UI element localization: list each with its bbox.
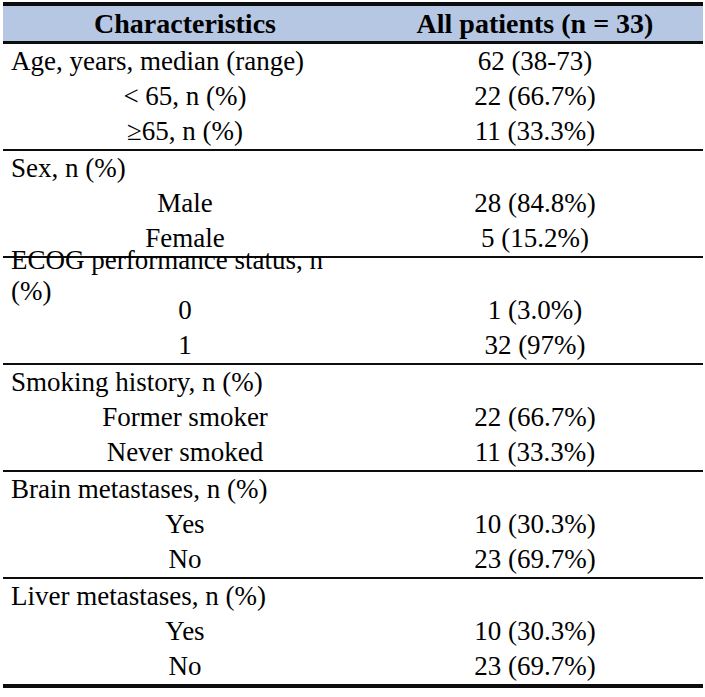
table-row: 1 32 (97%)	[3, 328, 703, 363]
table-row: No 23 (69.7%)	[3, 649, 703, 684]
section-ecog: ECOG performance status, n (%) 0 1 (3.0%…	[3, 256, 703, 363]
row-value: 10 (30.3%)	[367, 616, 703, 647]
patient-characteristics-table: Characteristics All patients (n = 33) Ag…	[3, 2, 703, 688]
row-value: 28 (84.8%)	[367, 188, 703, 219]
row-value: 23 (69.7%)	[367, 651, 703, 682]
row-label: 1	[3, 330, 367, 361]
row-value: 22 (66.7%)	[367, 402, 703, 433]
row-label: Age, years, median (range)	[3, 46, 367, 77]
row-label: Never smoked	[3, 437, 367, 468]
row-label: < 65, n (%)	[3, 81, 367, 112]
table-row: Former smoker 22 (66.7%)	[3, 400, 703, 435]
table-row: Yes 10 (30.3%)	[3, 614, 703, 649]
row-label: Smoking history, n (%)	[3, 367, 367, 398]
row-label: Sex, n (%)	[3, 153, 367, 184]
table-row: Smoking history, n (%)	[3, 365, 703, 400]
section-age: Age, years, median (range) 62 (38-73) < …	[3, 44, 703, 149]
section-smoking: Smoking history, n (%) Former smoker 22 …	[3, 363, 703, 470]
table-row: Liver metastases, n (%)	[3, 579, 703, 614]
section-sex: Sex, n (%) Male 28 (84.8%) Female 5 (15.…	[3, 149, 703, 256]
row-value: 32 (97%)	[367, 330, 703, 361]
row-value: 11 (33.3%)	[367, 437, 703, 468]
col-header-all-patients: All patients (n = 33)	[367, 8, 703, 40]
table-row: 0 1 (3.0%)	[3, 293, 703, 328]
row-value: 11 (33.3%)	[367, 116, 703, 147]
row-value: 10 (30.3%)	[367, 509, 703, 540]
row-label: ≥65, n (%)	[3, 116, 367, 147]
row-label: 0	[3, 295, 367, 326]
table-header-row: Characteristics All patients (n = 33)	[3, 6, 703, 44]
row-label: Liver metastases, n (%)	[3, 581, 367, 612]
row-label: Male	[3, 188, 367, 219]
table-row: No 23 (69.7%)	[3, 542, 703, 577]
row-label: No	[3, 651, 367, 682]
table-row: Age, years, median (range) 62 (38-73)	[3, 44, 703, 79]
row-value: 5 (15.2%)	[367, 223, 703, 254]
row-label: Brain metastases, n (%)	[3, 474, 367, 505]
row-label: Former smoker	[3, 402, 367, 433]
row-label: Yes	[3, 509, 367, 540]
table-row: Never smoked 11 (33.3%)	[3, 435, 703, 470]
row-value: 62 (38-73)	[367, 46, 703, 77]
table-row: Sex, n (%)	[3, 151, 703, 186]
section-brain-metastases: Brain metastases, n (%) Yes 10 (30.3%) N…	[3, 470, 703, 577]
table-row: Male 28 (84.8%)	[3, 186, 703, 221]
row-value: 22 (66.7%)	[367, 81, 703, 112]
row-label: Yes	[3, 616, 367, 647]
row-label: No	[3, 544, 367, 575]
table-row: Yes 10 (30.3%)	[3, 507, 703, 542]
section-liver-metastases: Liver metastases, n (%) Yes 10 (30.3%) N…	[3, 577, 703, 684]
row-value: 23 (69.7%)	[367, 544, 703, 575]
row-value: 1 (3.0%)	[367, 295, 703, 326]
table-row: ≥65, n (%) 11 (33.3%)	[3, 114, 703, 149]
col-header-characteristics: Characteristics	[3, 8, 367, 40]
table-row: Brain metastases, n (%)	[3, 472, 703, 507]
table-row: < 65, n (%) 22 (66.7%)	[3, 79, 703, 114]
table-row: ECOG performance status, n (%)	[3, 258, 703, 293]
